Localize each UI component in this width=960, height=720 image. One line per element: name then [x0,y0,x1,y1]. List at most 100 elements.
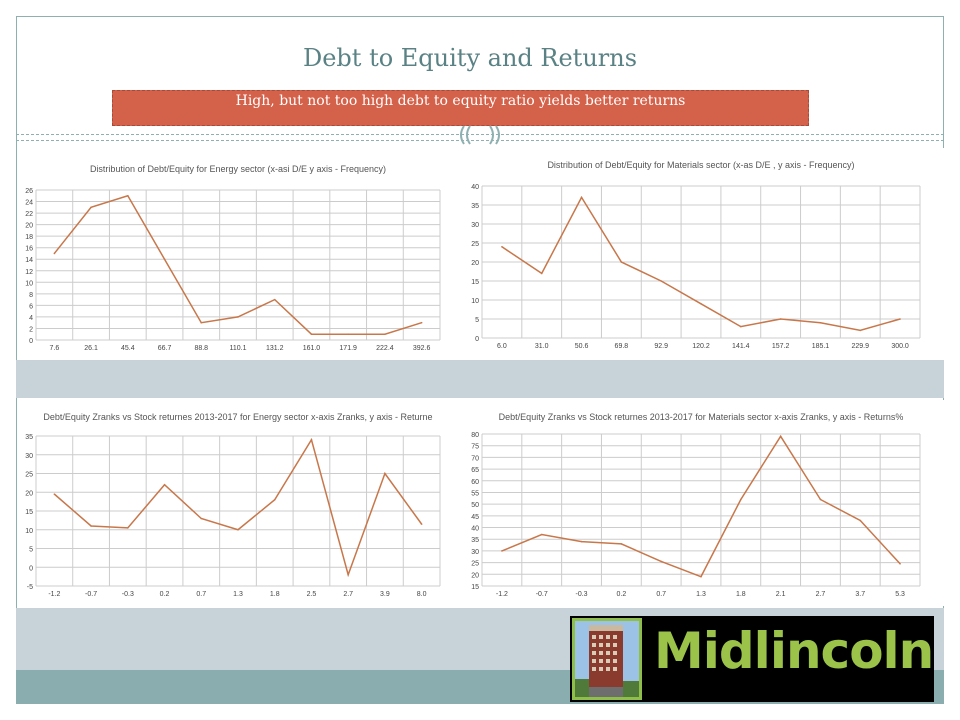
chart-svg: Debt/Equity Zranks vs Stock returnes 201… [25,412,441,598]
brand-name: Midlincoln [654,622,934,680]
data-point [859,329,862,332]
x-tick-label: 50.6 [575,343,589,350]
y-tick-label: 26 [25,188,33,195]
x-tick-label: 120.2 [692,343,710,350]
x-tick-label: 3.7 [855,591,865,598]
y-tick-label: 0 [475,336,479,343]
data-point [501,550,503,552]
x-tick-label: 222.4 [376,345,394,352]
data-point [779,318,782,320]
y-tick-label: 20 [471,572,479,579]
data-point [90,206,92,209]
y-tick-label: 14 [25,257,33,264]
data-point [540,533,543,536]
building-photo [572,618,642,700]
data-point [347,573,349,576]
divider-line [16,134,944,135]
y-tick-label: 65 [471,467,479,474]
x-tick-label: -0.7 [85,591,97,598]
y-tick-label: 15 [471,279,479,286]
y-tick-label: 25 [25,472,33,479]
data-point [310,333,313,336]
y-tick-label: 80 [471,432,479,439]
data-point [200,517,203,520]
x-tick-label: 1.8 [270,591,280,598]
y-tick-label: 22 [25,211,33,218]
data-point [384,472,386,475]
y-tick-label: 30 [25,453,33,460]
data-point [127,527,129,529]
chart-svg: Distribution of Debt/Equity for Energy s… [25,164,441,352]
x-tick-label: 0.7 [196,591,206,598]
x-tick-label: 31.0 [535,343,549,350]
y-tick-label: 20 [25,490,33,497]
chart-svg: Distribution of Debt/Equity for Material… [471,160,921,350]
x-tick-label: 2.7 [816,591,826,598]
x-tick-label: -1.2 [496,591,508,598]
y-tick-label: 0 [29,565,33,572]
y-tick-label: 10 [25,528,33,535]
chart-title: Debt/Equity Zranks vs Stock returnes 201… [499,412,904,422]
divider-line [16,140,944,141]
y-tick-label: 30 [471,222,479,229]
data-point [53,493,56,495]
y-tick-label: 8 [29,292,33,299]
data-point [819,498,822,501]
y-tick-label: 15 [471,584,479,591]
x-tick-label: 5.3 [895,591,905,598]
x-tick-label: 92.9 [654,343,668,350]
x-tick-label: 8.0 [417,591,427,598]
x-tick-label: 185.1 [812,343,830,350]
data-point [740,498,742,501]
y-tick-label: 30 [471,549,479,556]
y-tick-label: 35 [471,203,479,210]
x-tick-label: -0.3 [122,591,134,598]
x-tick-label: 2.5 [307,591,317,598]
x-tick-label: 392.6 [413,345,431,352]
x-tick-label: 141.4 [732,343,750,350]
data-point [580,540,583,543]
y-tick-label: 55 [471,490,479,497]
data-point [899,562,901,565]
chart-title: Debt/Equity Zranks vs Stock returnes 201… [43,412,432,422]
data-point [384,333,386,336]
y-tick-label: 10 [471,298,479,305]
data-point [740,325,742,328]
y-tick-label: 5 [29,547,33,554]
x-tick-label: 1.8 [736,591,746,598]
data-point [580,196,583,199]
slide-title: Debt to Equity and Returns [302,44,638,72]
chart-materials-distribution: Distribution of Debt/Equity for Material… [456,148,944,360]
x-tick-label: 6.0 [497,343,507,350]
data-point [127,194,129,197]
x-tick-label: 0.2 [616,591,626,598]
midlincoln-logo: Midlincoln [570,616,934,702]
data-point [779,435,782,438]
y-tick-label: 12 [25,269,33,276]
y-tick-label: 15 [25,509,33,516]
y-tick-label: 20 [25,223,33,230]
data-point [620,543,623,545]
data-point [620,261,623,263]
x-tick-label: 161.0 [303,345,321,352]
chart-svg: Debt/Equity Zranks vs Stock returnes 201… [471,412,921,598]
data-point [660,280,662,282]
data-point [501,246,503,248]
data-point [700,575,702,578]
y-tick-label: 35 [25,434,33,441]
chart-energy-distribution: Distribution of Debt/Equity for Energy s… [18,152,454,360]
y-tick-label: 40 [471,526,479,533]
y-tick-label: 60 [471,479,479,486]
x-tick-label: 157.2 [772,343,790,350]
x-tick-label: 0.2 [160,591,170,598]
x-tick-label: 131.2 [266,345,284,352]
y-tick-label: 25 [471,561,479,568]
y-tick-label: 5 [475,317,479,324]
y-tick-label: 24 [25,200,33,207]
data-point [420,523,423,525]
x-tick-label: 45.4 [121,345,135,352]
data-point [273,498,276,501]
y-tick-label: 0 [29,338,33,345]
x-tick-label: 7.6 [49,345,59,352]
data-point [90,525,92,527]
